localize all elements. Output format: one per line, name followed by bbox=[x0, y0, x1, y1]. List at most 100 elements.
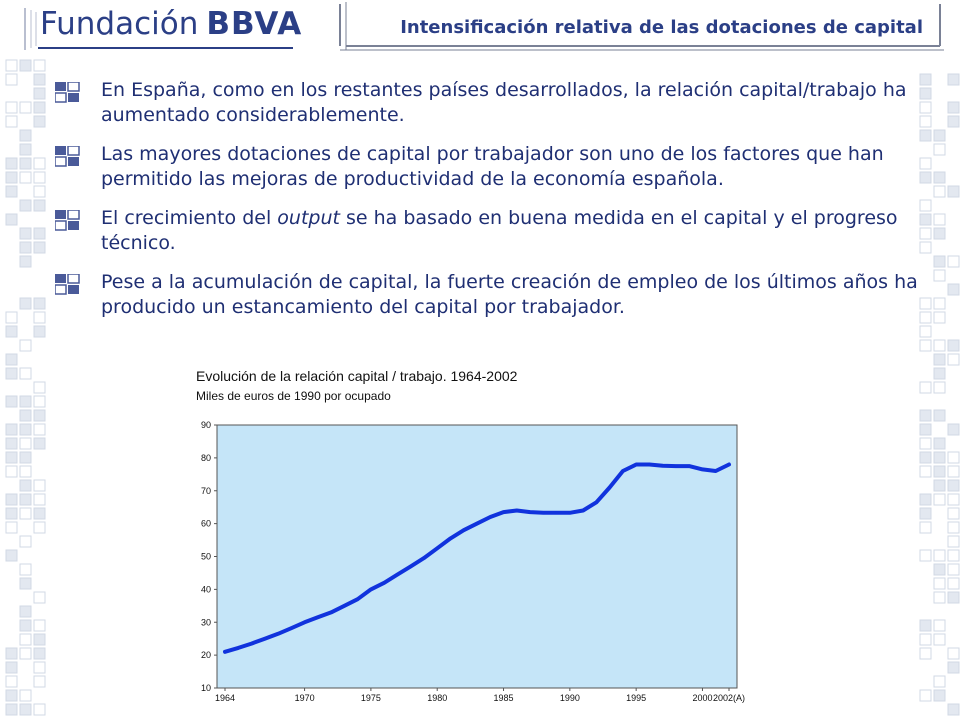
pattern-square bbox=[947, 521, 960, 534]
pattern-square bbox=[919, 297, 932, 310]
pattern-square bbox=[919, 199, 932, 212]
pattern-square bbox=[33, 661, 46, 674]
y-tick-label: 80 bbox=[201, 453, 211, 463]
pattern-square bbox=[933, 689, 946, 702]
pattern-square bbox=[19, 171, 32, 184]
pattern-square bbox=[919, 311, 932, 324]
pattern-square bbox=[919, 157, 932, 170]
slide-title: Intensificación relativa de las dotacion… bbox=[400, 17, 923, 38]
pattern-square bbox=[5, 213, 18, 226]
data-point bbox=[528, 510, 532, 514]
header: Fundación BBVA Intensificación relativa d… bbox=[0, 0, 960, 56]
pattern-square bbox=[19, 423, 32, 436]
pattern-square bbox=[33, 507, 46, 520]
pattern-square bbox=[19, 367, 32, 380]
data-point bbox=[554, 511, 559, 515]
pattern-square bbox=[19, 199, 32, 212]
pattern-square bbox=[5, 101, 18, 114]
bullet-text-part: se ha basado en buena medida en el capit… bbox=[101, 207, 898, 254]
pattern-square bbox=[5, 507, 18, 520]
pattern-square bbox=[19, 227, 32, 240]
pattern-square bbox=[19, 577, 32, 590]
pattern-square bbox=[933, 213, 946, 226]
pattern-square bbox=[33, 157, 46, 170]
pattern-square bbox=[33, 423, 46, 436]
pattern-square bbox=[19, 157, 32, 170]
pattern-square bbox=[19, 101, 32, 114]
title-box: Intensificación relativa de las dotacion… bbox=[350, 8, 935, 44]
pattern-square bbox=[933, 297, 946, 310]
x-tick-label: 2000 bbox=[692, 693, 712, 703]
x-tick-label: 2002(A) bbox=[713, 693, 745, 703]
pattern-square bbox=[933, 409, 946, 422]
pattern-square bbox=[947, 563, 960, 576]
data-point bbox=[634, 462, 638, 467]
pattern-square bbox=[33, 199, 46, 212]
pattern-square bbox=[5, 703, 18, 716]
pattern-square bbox=[19, 535, 32, 548]
title-frame bbox=[339, 2, 944, 51]
pattern-square bbox=[933, 143, 946, 156]
fundacion-bbva-logo: Fundación BBVA bbox=[40, 6, 302, 46]
pattern-square bbox=[947, 339, 960, 352]
pattern-square bbox=[919, 437, 932, 450]
pattern-square bbox=[5, 661, 18, 674]
bullet-item: Las mayores dotaciones de capital por tr… bbox=[55, 142, 935, 192]
data-point bbox=[409, 564, 413, 568]
y-tick-label: 50 bbox=[201, 552, 211, 562]
pattern-square bbox=[919, 325, 932, 338]
pattern-square bbox=[933, 563, 946, 576]
pattern-square bbox=[5, 521, 18, 534]
y-tick-label: 20 bbox=[201, 650, 211, 660]
pattern-square bbox=[5, 185, 18, 198]
pattern-square bbox=[919, 689, 932, 702]
x-tick-label: 1970 bbox=[295, 693, 315, 703]
pattern-square bbox=[19, 59, 32, 72]
data-point bbox=[329, 610, 333, 614]
pattern-square bbox=[919, 115, 932, 128]
data-point bbox=[382, 581, 386, 585]
plot-area bbox=[216, 424, 738, 689]
pattern-square bbox=[19, 703, 32, 716]
data-point bbox=[594, 500, 598, 504]
pattern-square bbox=[5, 325, 18, 338]
x-tick-label: 1985 bbox=[494, 693, 514, 703]
pattern-square bbox=[19, 465, 32, 478]
pattern-square bbox=[33, 395, 46, 408]
pattern-square bbox=[5, 115, 18, 128]
pattern-square bbox=[919, 227, 932, 240]
data-point bbox=[714, 469, 718, 473]
bullet-text: Las mayores dotaciones de capital por tr… bbox=[101, 143, 884, 190]
data-point bbox=[488, 515, 492, 519]
pattern-square bbox=[33, 633, 46, 646]
pattern-square bbox=[19, 479, 32, 492]
data-point bbox=[316, 615, 320, 619]
bullet-list: En España, como en los restantes países … bbox=[55, 78, 935, 334]
y-tick-label: 30 bbox=[201, 617, 211, 627]
data-point bbox=[289, 626, 293, 630]
data-point bbox=[647, 462, 652, 467]
pattern-square bbox=[33, 675, 46, 688]
chart-title: Evolución de la relación capital / traba… bbox=[196, 368, 518, 384]
pattern-square bbox=[933, 255, 946, 268]
pattern-square bbox=[947, 647, 960, 660]
data-point bbox=[263, 637, 267, 641]
pattern-square bbox=[919, 451, 932, 464]
x-tick-label: 1975 bbox=[361, 693, 381, 703]
pattern-square bbox=[33, 619, 46, 632]
pattern-square bbox=[933, 227, 946, 240]
pattern-square bbox=[19, 647, 32, 660]
pattern-square bbox=[919, 241, 932, 254]
data-point bbox=[515, 508, 519, 513]
data-point bbox=[435, 546, 439, 550]
data-point bbox=[687, 464, 691, 468]
data-point bbox=[342, 604, 346, 608]
pattern-square bbox=[33, 73, 46, 86]
y-tick-label: 40 bbox=[201, 584, 211, 594]
pattern-square bbox=[5, 423, 18, 436]
pattern-square bbox=[933, 269, 946, 282]
pattern-square bbox=[19, 143, 32, 156]
data-point bbox=[501, 510, 506, 514]
pattern-square bbox=[933, 353, 946, 366]
pattern-square bbox=[933, 311, 946, 324]
